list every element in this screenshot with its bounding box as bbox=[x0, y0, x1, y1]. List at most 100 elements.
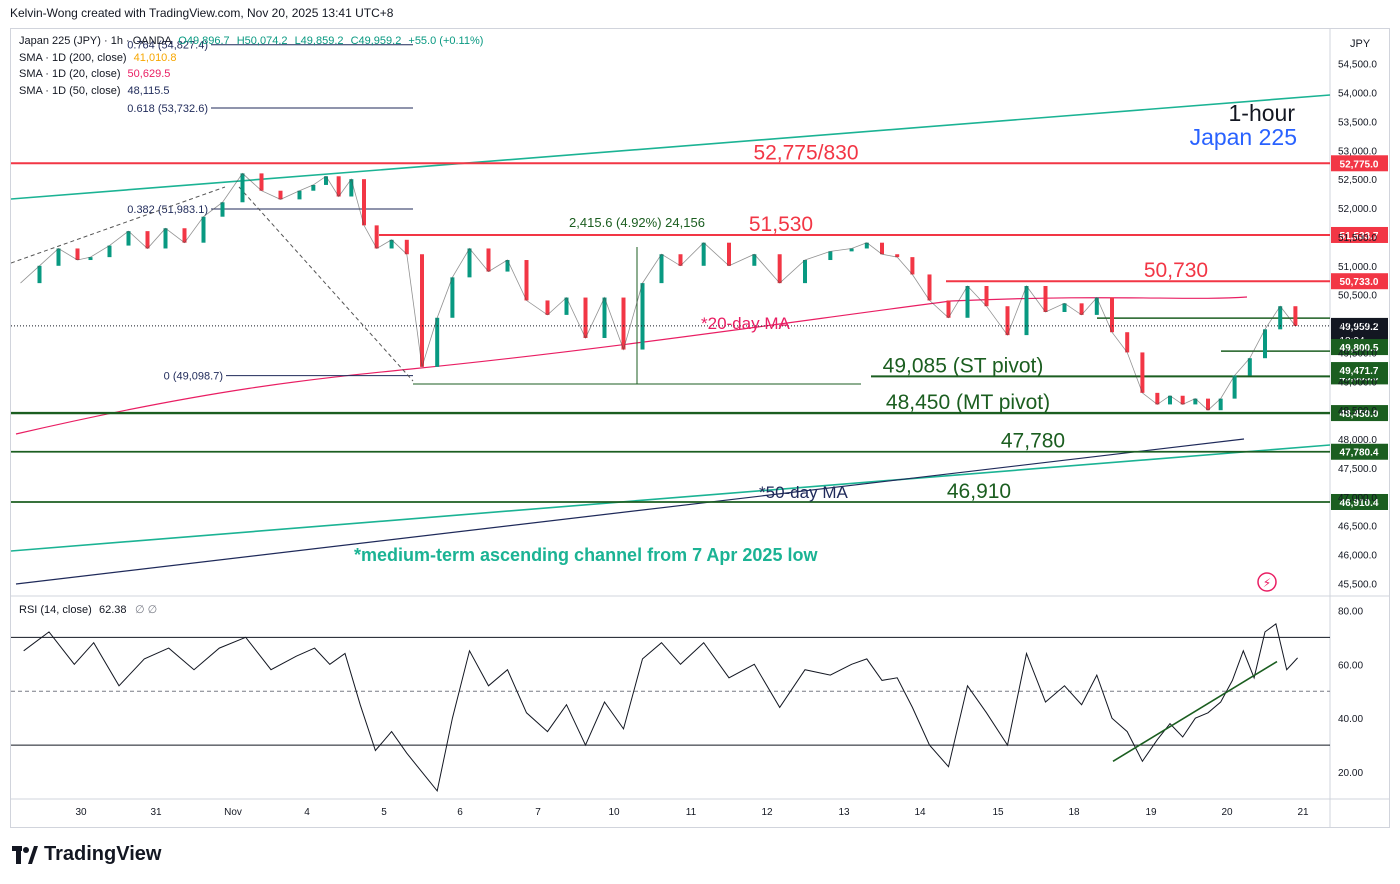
ma50-annotation: *50-day MA bbox=[759, 483, 848, 502]
x-tick-label: 6 bbox=[457, 807, 463, 818]
sma50-value: 48,115.5 bbox=[128, 85, 170, 97]
extra-axis-label: 49,471.7 bbox=[1340, 366, 1379, 377]
level-label: 52,775/830 bbox=[753, 141, 858, 164]
price-candle bbox=[1140, 352, 1144, 392]
rsi-legend-extras: ∅ ∅ bbox=[135, 604, 157, 616]
price-candle bbox=[38, 266, 42, 283]
instrument-label: Japan 225 bbox=[1190, 124, 1297, 150]
price-candle bbox=[202, 217, 206, 243]
x-tick-label: 21 bbox=[1297, 807, 1309, 818]
tradingview-logo-icon bbox=[12, 846, 38, 864]
x-tick-label: 12 bbox=[761, 807, 773, 818]
x-tick-label: 20 bbox=[1221, 807, 1233, 818]
x-tick-label: 10 bbox=[608, 807, 620, 818]
price-candle bbox=[910, 257, 914, 274]
ma20-annotation: *20-day MA bbox=[701, 314, 790, 333]
fib-label: 0.618 (53,732.6) bbox=[127, 103, 208, 115]
rsi-legend-value: 62.38 bbox=[99, 604, 127, 616]
legend-open: O49,896.7 bbox=[178, 35, 229, 47]
price-candle bbox=[127, 231, 131, 245]
price-candle bbox=[221, 202, 225, 216]
y-tick-label: 54,500.0 bbox=[1338, 60, 1377, 71]
legend-high: H50,074.2 bbox=[237, 35, 288, 47]
price-candle bbox=[702, 243, 706, 266]
price-candle bbox=[1125, 332, 1129, 352]
price-candle bbox=[622, 298, 626, 350]
y-tick-label: 50,500.0 bbox=[1338, 291, 1377, 302]
sma20-label: SMA · 1D (20, close) bbox=[19, 68, 120, 80]
price-candle bbox=[506, 260, 510, 272]
price-candle bbox=[487, 248, 491, 271]
y-tick-label: 51,000.0 bbox=[1338, 262, 1377, 273]
x-tick-label: 30 bbox=[75, 807, 87, 818]
price-candle bbox=[828, 251, 832, 260]
price-candle bbox=[880, 243, 884, 255]
rsi-legend-label: RSI (14, close) bbox=[19, 604, 92, 616]
chart-canvas[interactable]: 0.764 (54,827.4) 0.618 (53,732.6) 0.382 (5… bbox=[11, 29, 1389, 827]
y-tick-label: 52,000.0 bbox=[1338, 204, 1377, 215]
y-tick-label: 54,000.0 bbox=[1338, 89, 1377, 100]
rsi-line bbox=[24, 624, 1298, 791]
level-axis-label: 52,775.0 bbox=[1340, 159, 1379, 170]
price-candle bbox=[362, 179, 366, 225]
price-candle bbox=[1025, 286, 1029, 335]
price-candle bbox=[405, 240, 409, 254]
price-candle bbox=[146, 231, 150, 248]
sma50-label: SMA · 1D (50, close) bbox=[19, 85, 120, 97]
price-candle bbox=[108, 246, 112, 258]
measure-label: 2,415.6 (4.92%) 24,156 bbox=[569, 215, 705, 230]
legend-sma20[interactable]: SMA · 1D (20, close) 50,629.5 bbox=[19, 66, 483, 83]
y-tick-label: 52,500.0 bbox=[1338, 175, 1377, 186]
x-tick-label: 14 bbox=[914, 807, 926, 818]
x-tick-label: 31 bbox=[150, 807, 162, 818]
x-tick-label: 19 bbox=[1145, 807, 1157, 818]
price-candle bbox=[803, 260, 807, 283]
legend-sma200[interactable]: SMA · 1D (200, close) 41,010.8 bbox=[19, 50, 483, 67]
legend-change: +55.0 (+0.11%) bbox=[408, 35, 483, 47]
y-tick-label: 50,000.0 bbox=[1338, 320, 1377, 331]
fib-trend-dashed-left bbox=[11, 187, 225, 263]
price-candle bbox=[641, 283, 645, 349]
level-label: 47,780 bbox=[1001, 430, 1065, 453]
price-candle bbox=[298, 191, 302, 200]
channel-lower-line bbox=[11, 445, 1330, 551]
x-tick-label: 7 bbox=[535, 807, 541, 818]
price-candle bbox=[241, 173, 245, 202]
legend: Japan 225 (JPY) · 1h · OANDA O49,896.7 H… bbox=[19, 33, 483, 99]
price-candle bbox=[450, 277, 454, 317]
price-candle bbox=[57, 248, 61, 265]
rsi-tick-label: 80.00 bbox=[1338, 606, 1363, 617]
y-tick-label: 47,500.0 bbox=[1338, 464, 1377, 475]
y-tick-label: 49,000.0 bbox=[1338, 377, 1377, 388]
price-candle bbox=[337, 176, 341, 196]
y-tick-label: 46,500.0 bbox=[1338, 522, 1377, 533]
legend-symbol[interactable]: Japan 225 (JPY) · 1h · OANDA bbox=[19, 35, 171, 47]
timeframe-label: 1-hour bbox=[1229, 100, 1296, 126]
x-tick-label: 4 bbox=[304, 807, 310, 818]
price-candle bbox=[546, 300, 550, 314]
price-candle bbox=[928, 274, 932, 300]
y-tick-label: 46,000.0 bbox=[1338, 551, 1377, 562]
sma200-value: 41,010.8 bbox=[134, 52, 177, 64]
price-candle bbox=[584, 298, 588, 338]
sma20-value: 50,629.5 bbox=[128, 68, 171, 80]
y-tick-label: 53,500.0 bbox=[1338, 117, 1377, 128]
price-candle bbox=[279, 191, 283, 200]
y-tick-label: 48,500.0 bbox=[1338, 406, 1377, 417]
x-tick-label: Nov bbox=[224, 807, 242, 818]
legend-sma50[interactable]: SMA · 1D (50, close) 48,115.5 bbox=[19, 83, 483, 100]
price-candle bbox=[1248, 358, 1252, 375]
rsi-tick-label: 60.00 bbox=[1338, 660, 1363, 671]
rsi-tick-label: 20.00 bbox=[1338, 768, 1363, 779]
y-tick-label: 49,500.0 bbox=[1338, 348, 1377, 359]
price-candle bbox=[966, 286, 970, 318]
x-tick-label: 11 bbox=[686, 807, 697, 818]
tradingview-logo[interactable]: TradingView bbox=[12, 843, 161, 866]
level-axis-label: 47,780.4 bbox=[1340, 448, 1379, 459]
price-candle bbox=[1155, 393, 1159, 405]
chart-frame[interactable]: 0.764 (54,827.4) 0.618 (53,732.6) 0.382 (5… bbox=[10, 28, 1390, 828]
legend-close: C49,959.2 bbox=[351, 35, 402, 47]
price-candle bbox=[525, 260, 529, 300]
price-candle bbox=[1263, 329, 1267, 358]
price-candle bbox=[375, 225, 379, 248]
